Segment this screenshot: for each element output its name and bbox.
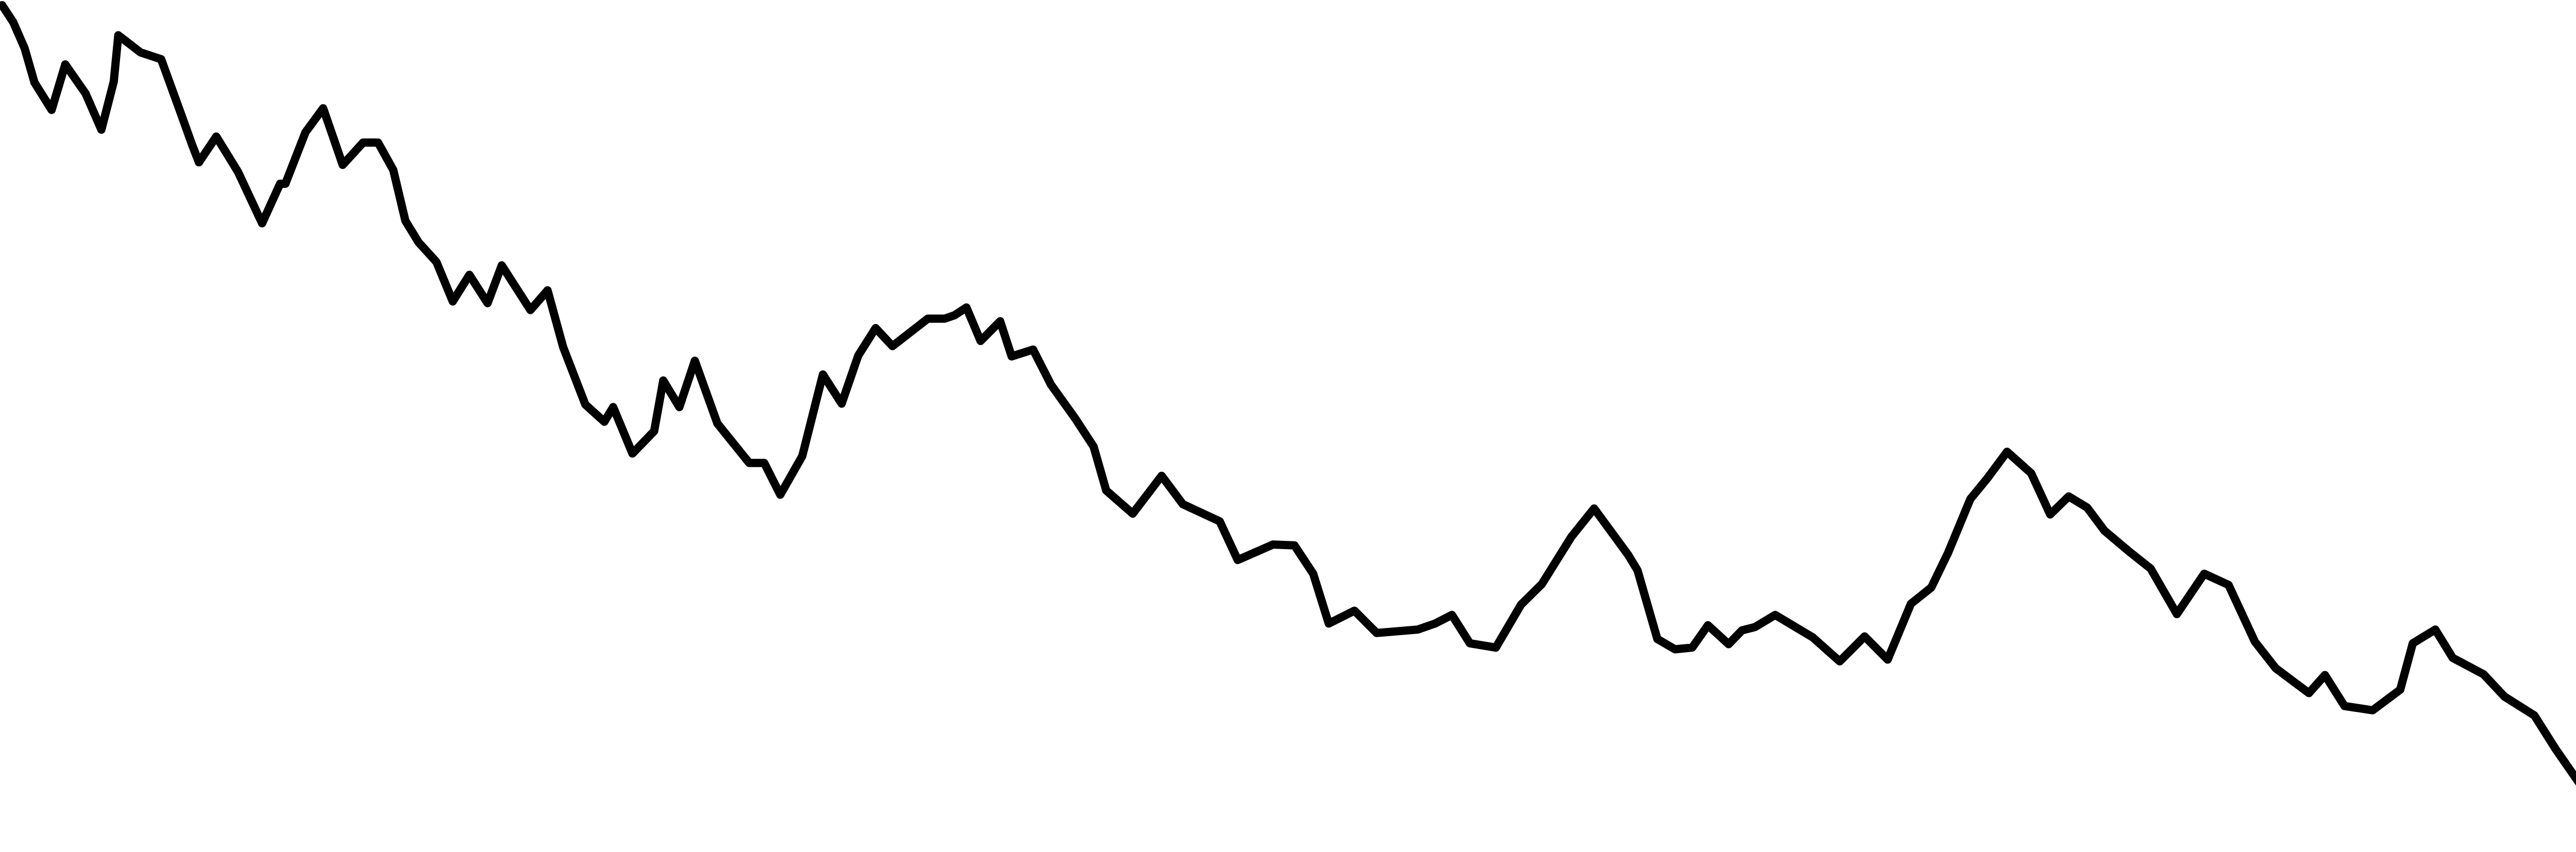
series-line — [0, 1, 2576, 786]
